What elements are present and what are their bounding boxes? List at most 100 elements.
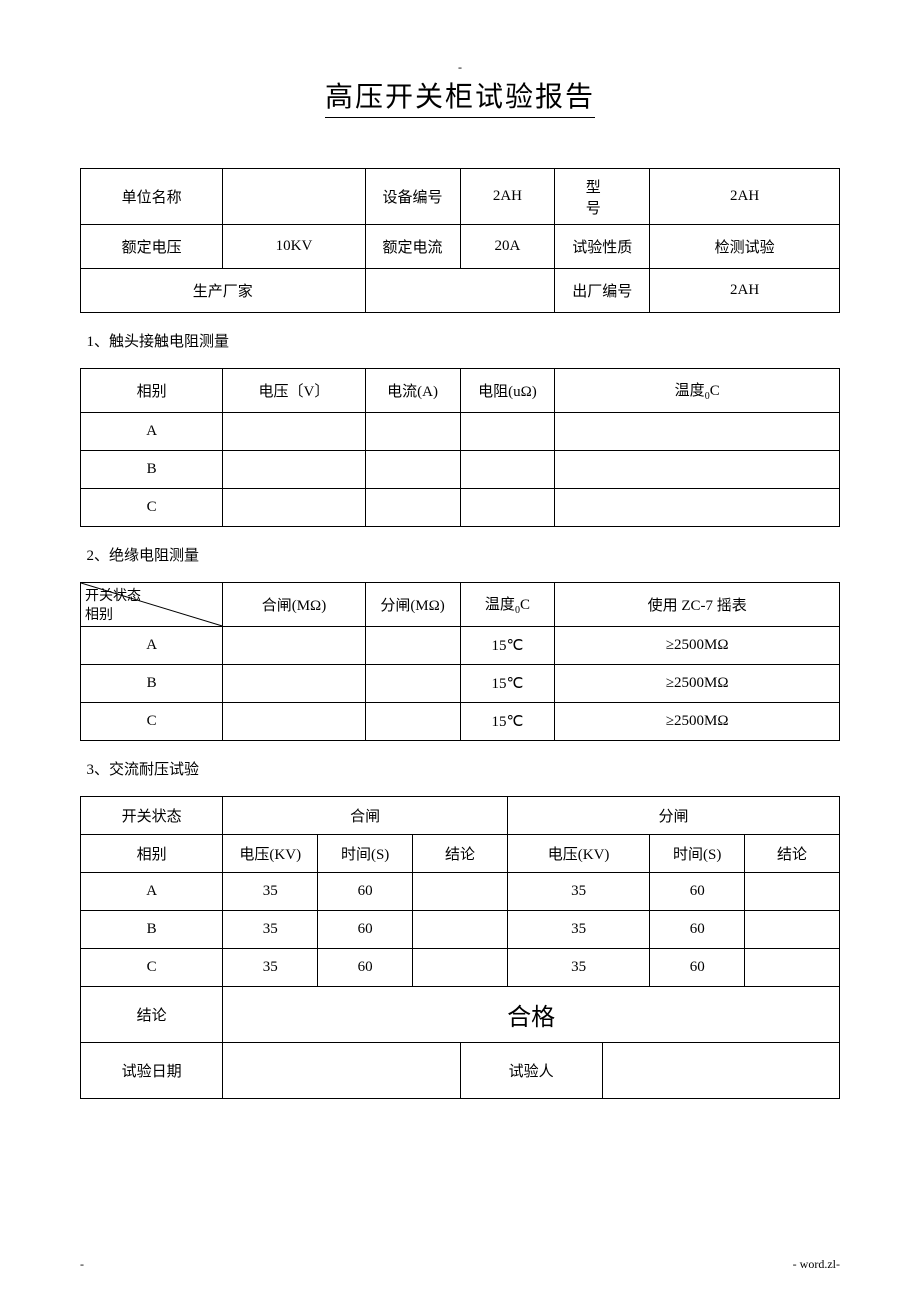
date-label: 试验日期: [81, 1043, 223, 1099]
s1-phase-header: 相别: [81, 369, 223, 413]
s3-open-c-header: 结论: [745, 835, 840, 873]
model-label-text: 型 号: [586, 180, 619, 217]
s2-a-close: [223, 627, 365, 665]
title-container: - 高压开关柜试验报告: [80, 60, 840, 118]
s1-c-temperature: [555, 489, 840, 527]
s1-c-phase: C: [81, 489, 223, 527]
s1-b-resistance: [460, 451, 555, 489]
s1-a-temperature: [555, 413, 840, 451]
report-table: 单位名称 设备编号 2AH 型 号 2AH 额定电压 10KV 额定电流 20A…: [80, 168, 840, 1099]
factory-no-value: 2AH: [650, 269, 840, 313]
s2-b-open: [365, 665, 460, 703]
s3-close-t-header: 时间(S): [318, 835, 413, 873]
s1-row-a: A: [81, 413, 840, 451]
s3-c-close-v: 35: [223, 949, 318, 987]
rated-voltage-value: 10KV: [223, 225, 365, 269]
s1-current-header: 电流(A): [365, 369, 460, 413]
s3-open-header: 分闸: [507, 797, 839, 835]
s2-row-a: A 15℃ ≥2500MΩ: [81, 627, 840, 665]
s3-close-v-header: 电压(KV): [223, 835, 318, 873]
unit-name-value: [223, 169, 365, 225]
rated-current-value: 20A: [460, 225, 555, 269]
s2-device-header: 使用 ZC-7 摇表: [555, 583, 840, 627]
s1-a-resistance: [460, 413, 555, 451]
s1-a-phase: A: [81, 413, 223, 451]
s3-open-t-header: 时间(S): [650, 835, 745, 873]
s3-c-open-c: [745, 949, 840, 987]
info-row-3: 生产厂家 出厂编号 2AH: [81, 269, 840, 313]
final-value: 合格: [223, 987, 840, 1043]
info-row-2: 额定电压 10KV 额定电流 20A 试验性质 检测试验: [81, 225, 840, 269]
s1-c-voltage: [223, 489, 365, 527]
s3-b-open-t: 60: [650, 911, 745, 949]
title-dash: -: [80, 60, 840, 75]
test-nature-label: 试验性质: [555, 225, 650, 269]
s3-b-close-c: [413, 911, 508, 949]
s3-open-v-header: 电压(KV): [507, 835, 649, 873]
section3-header-row1: 开关状态 合闸 分闸: [81, 797, 840, 835]
footer-right: - word.zl-: [793, 1257, 840, 1272]
rated-voltage-label: 额定电压: [81, 225, 223, 269]
s3-phase-header: 相别: [81, 835, 223, 873]
date-row: 试验日期 试验人: [81, 1043, 840, 1099]
rated-current-label: 额定电流: [365, 225, 460, 269]
s3-a-open-c: [745, 873, 840, 911]
s1-temperature-header: 温度0C: [555, 369, 840, 413]
s2-row-b: B 15℃ ≥2500MΩ: [81, 665, 840, 703]
s2-a-open: [365, 627, 460, 665]
s1-b-temperature: [555, 451, 840, 489]
date-value: [223, 1043, 460, 1099]
s2-c-temperature: 15℃: [460, 703, 555, 741]
s3-c-open-t: 60: [650, 949, 745, 987]
unit-name-label: 单位名称: [81, 169, 223, 225]
s3-c-close-c: [413, 949, 508, 987]
s1-b-phase: B: [81, 451, 223, 489]
section2-header-row: 开关状态 相别 合闸(MΩ) 分闸(MΩ) 温度0C 使用 ZC-7 摇表: [81, 583, 840, 627]
s2-b-phase: B: [81, 665, 223, 703]
s3-row-a: A 35 60 35 60: [81, 873, 840, 911]
section3-heading: 3、交流耐压试验: [81, 741, 840, 797]
s1-c-resistance: [460, 489, 555, 527]
s3-c-close-t: 60: [318, 949, 413, 987]
s2-row-c: C 15℃ ≥2500MΩ: [81, 703, 840, 741]
s3-a-close-t: 60: [318, 873, 413, 911]
tester-label: 试验人: [460, 1043, 602, 1099]
s2-a-result: ≥2500MΩ: [555, 627, 840, 665]
s3-b-open-v: 35: [507, 911, 649, 949]
s3-b-close-v: 35: [223, 911, 318, 949]
s2-temperature-header: 温度0C: [460, 583, 555, 627]
device-no-value: 2AH: [460, 169, 555, 225]
s1-b-current: [365, 451, 460, 489]
s2-a-temperature: 15℃: [460, 627, 555, 665]
s3-row-c: C 35 60 35 60: [81, 949, 840, 987]
s3-a-close-v: 35: [223, 873, 318, 911]
s3-a-phase: A: [81, 873, 223, 911]
s3-c-open-v: 35: [507, 949, 649, 987]
s3-b-open-c: [745, 911, 840, 949]
section2-heading: 2、绝缘电阻测量: [81, 527, 840, 583]
s3-c-phase: C: [81, 949, 223, 987]
s1-b-voltage: [223, 451, 365, 489]
s3-a-open-v: 35: [507, 873, 649, 911]
page-footer: - - word.zl-: [80, 1257, 840, 1272]
info-row-1: 单位名称 设备编号 2AH 型 号 2AH: [81, 169, 840, 225]
s3-close-header: 合闸: [223, 797, 508, 835]
section1-heading: 1、触头接触电阻测量: [81, 313, 840, 369]
test-nature-value: 检测试验: [650, 225, 840, 269]
model-value: 2AH: [650, 169, 840, 225]
s2-c-open: [365, 703, 460, 741]
s3-b-phase: B: [81, 911, 223, 949]
manufacturer-value: [365, 269, 555, 313]
device-no-label: 设备编号: [365, 169, 460, 225]
s2-b-close: [223, 665, 365, 703]
s1-row-c: C: [81, 489, 840, 527]
final-label: 结论: [81, 987, 223, 1043]
section1-header-row: 相别 电压〔V〕 电流(A) 电阻(uΩ) 温度0C: [81, 369, 840, 413]
section3-heading-row: 3、交流耐压试验: [81, 741, 840, 797]
s1-resistance-header: 电阻(uΩ): [460, 369, 555, 413]
s3-b-close-t: 60: [318, 911, 413, 949]
s3-close-c-header: 结论: [413, 835, 508, 873]
s1-row-b: B: [81, 451, 840, 489]
s3-a-close-c: [413, 873, 508, 911]
s1-a-voltage: [223, 413, 365, 451]
